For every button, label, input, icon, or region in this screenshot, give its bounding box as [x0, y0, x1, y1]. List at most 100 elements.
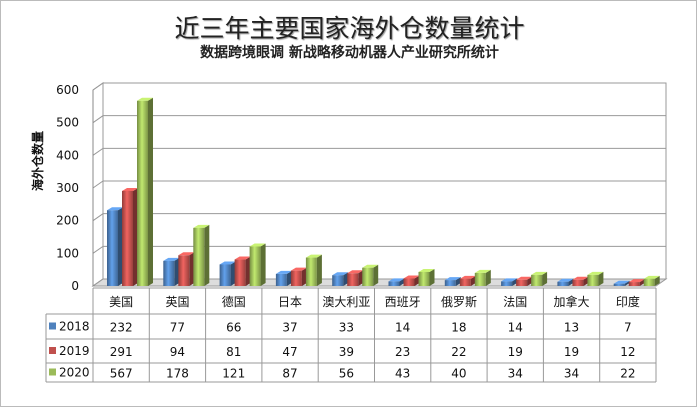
bar-side	[485, 269, 491, 286]
x-tick-label: 印度	[616, 294, 640, 309]
legend-label: 2019	[59, 344, 90, 358]
bar-side	[301, 267, 307, 286]
y-tick-label: 100	[56, 246, 79, 260]
data-label: 12	[620, 345, 635, 359]
bar-top	[193, 224, 210, 228]
bar-top	[587, 271, 604, 275]
data-label: 7	[624, 321, 632, 335]
x-tick-label: 澳大利亚	[322, 295, 370, 309]
bar-top	[362, 264, 379, 268]
bar-side	[260, 243, 266, 286]
bar-top	[474, 269, 491, 273]
chart-subtitle: 数据跨境眼调 新战略移动机器人产业研究所统计	[200, 45, 499, 61]
bar-top	[249, 243, 266, 247]
bar-top	[531, 271, 548, 275]
data-label: 81	[226, 345, 241, 359]
legend-key-2020	[49, 368, 56, 376]
bar-top	[163, 257, 180, 261]
bar-2018	[613, 283, 625, 286]
y-tick-label: 500	[56, 116, 79, 130]
bar-side	[204, 224, 210, 286]
bar-top	[347, 270, 364, 274]
data-label: 56	[339, 367, 354, 381]
bar-2020	[474, 272, 486, 286]
data-label: 33	[339, 321, 354, 335]
bar-top	[305, 254, 322, 258]
x-tick-label: 西班牙	[385, 295, 421, 309]
bar-side	[373, 264, 379, 286]
bar-top	[219, 261, 236, 265]
bar-top	[516, 276, 533, 280]
bar-side	[343, 272, 349, 286]
chart-title: 近三年主要国家海外仓数量统计	[174, 14, 525, 43]
bar-side	[230, 261, 236, 286]
data-label: 43	[395, 367, 410, 381]
data-label: 22	[620, 367, 635, 381]
data-label: 121	[222, 367, 245, 381]
x-tick-label: 加拿大	[554, 294, 590, 309]
legend-key-2019	[49, 347, 56, 354]
y-tick-label: 200	[56, 214, 79, 228]
x-tick-label: 日本	[278, 295, 302, 309]
bar-side	[189, 252, 195, 286]
bar-side	[399, 278, 405, 286]
legend-label: 2020	[59, 366, 90, 380]
bar-top	[178, 252, 195, 256]
data-label: 19	[508, 345, 523, 359]
bar-2019	[290, 270, 302, 286]
bar-side	[429, 268, 435, 286]
bar-side	[174, 257, 180, 286]
bar-top	[275, 270, 292, 274]
data-label: 34	[508, 367, 523, 381]
bar-side	[598, 271, 604, 286]
y-tick-label: 300	[56, 181, 79, 195]
bar-2018	[219, 264, 231, 286]
bar-top	[388, 278, 405, 282]
data-label: 18	[451, 321, 466, 335]
bar-top	[613, 280, 630, 284]
bar-2019	[178, 255, 190, 286]
y-tick-label: 0	[71, 279, 79, 293]
bar-2020	[137, 100, 148, 286]
bar-side	[624, 280, 630, 286]
bar-2019	[347, 273, 359, 286]
bar-side	[527, 276, 533, 286]
bar-2019	[403, 278, 415, 286]
data-label: 14	[508, 321, 523, 335]
bar-side	[512, 278, 518, 286]
bar-side	[118, 207, 123, 286]
bar-side	[542, 271, 548, 286]
bar-top	[107, 207, 123, 211]
bar-top	[501, 278, 518, 282]
bar-2018	[107, 210, 118, 286]
bar-2020	[249, 246, 261, 286]
data-label: 66	[226, 321, 241, 335]
x-tick-label: 美国	[109, 295, 133, 309]
data-label: 94	[170, 345, 185, 359]
data-label: 22	[451, 345, 466, 359]
data-label: 291	[110, 345, 133, 359]
data-label: 232	[110, 321, 133, 335]
legend-label: 2018	[59, 320, 90, 334]
data-label: 178	[166, 367, 189, 381]
bar-side	[583, 276, 589, 286]
data-label: 567	[110, 367, 133, 381]
bar-2020	[193, 227, 205, 286]
bar-2019	[459, 278, 471, 286]
x-tick-label: 俄罗斯	[441, 295, 477, 309]
bar-2020	[643, 278, 655, 286]
data-label: 39	[339, 345, 354, 359]
data-label: 34	[564, 367, 579, 381]
y-tick-label: 400	[56, 148, 79, 162]
bar-side	[316, 254, 322, 286]
bar-2019	[628, 282, 640, 286]
bar-side	[414, 275, 420, 286]
bar-side	[148, 97, 153, 286]
bar-2018	[332, 275, 344, 286]
bar-2019	[572, 279, 584, 286]
bar-2018	[388, 281, 400, 286]
gridline	[92, 245, 666, 254]
data-label: 40	[451, 367, 466, 381]
bar-top	[290, 267, 307, 271]
bar-2018	[501, 281, 513, 286]
